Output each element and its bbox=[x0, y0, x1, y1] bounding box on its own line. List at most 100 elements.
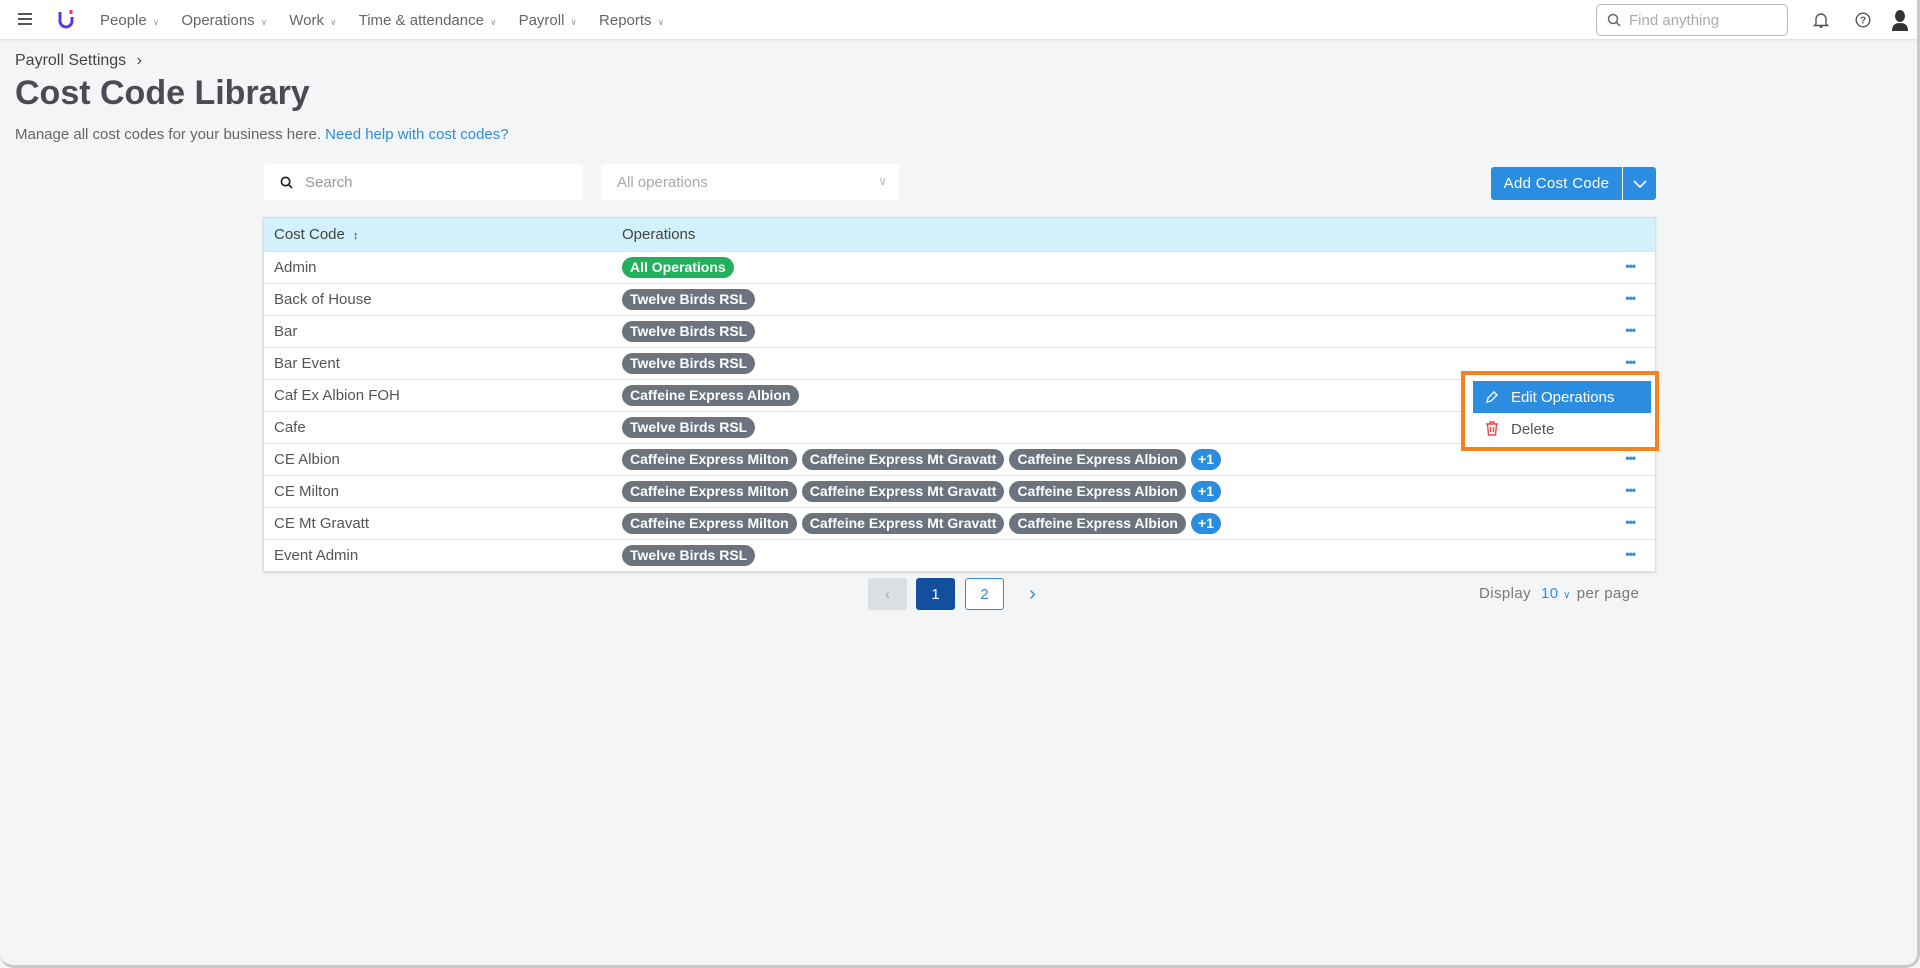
nav-menu-people[interactable]: People ∨ bbox=[100, 12, 159, 29]
per-page-select[interactable]: 10 ∨ bbox=[1541, 585, 1571, 602]
search-icon bbox=[280, 176, 293, 189]
cost-code-cell: Bar bbox=[274, 323, 298, 340]
avatar-icon[interactable] bbox=[1892, 9, 1908, 31]
nav-menu-label: Payroll bbox=[518, 11, 565, 29]
operation-badge: Caffeine Express Albion bbox=[622, 385, 799, 406]
trash-icon bbox=[1486, 421, 1498, 436]
table-row: CE Mt Gravatt Caffeine Express Milton Caff… bbox=[264, 507, 1655, 539]
main-menu: People ∨ Operations ∨ Work ∨ Time & attendance… bbox=[100, 0, 664, 40]
svg-text:?: ? bbox=[1860, 16, 1866, 27]
sort-icon[interactable]: ↕ bbox=[353, 230, 359, 242]
more-operations-badge[interactable]: +1 bbox=[1190, 449, 1221, 470]
cost-code-cell: Event Admin bbox=[274, 547, 359, 564]
cost-code-cell: CE Milton bbox=[274, 483, 340, 500]
row-context-menu: Edit Operations Delete bbox=[1461, 371, 1659, 451]
operation-badge: Caffeine Express Mt Gravatt bbox=[801, 481, 1005, 502]
display-label: Display bbox=[1479, 585, 1531, 602]
table-row: Bar Twelve Birds RSL ••• bbox=[264, 315, 1655, 347]
chevron-right-icon: › bbox=[136, 52, 142, 69]
page-description: Manage all cost codes for your business … bbox=[15, 126, 509, 143]
nav-menu-time-attendance[interactable]: Time & attendance ∨ bbox=[359, 12, 497, 29]
per-page-suffix: per page bbox=[1576, 585, 1640, 602]
operation-badge: Caffeine Express Milton bbox=[622, 481, 797, 502]
page-2-button[interactable]: 2 bbox=[965, 578, 1004, 610]
prev-page-button[interactable]: ‹ bbox=[868, 578, 907, 610]
chevron-down-icon: ∨ bbox=[260, 16, 268, 27]
cost-code-cell: Cafe bbox=[274, 419, 306, 436]
nav-menu-payroll[interactable]: Payroll ∨ bbox=[519, 12, 577, 29]
operations-cell: Twelve Birds RSL bbox=[622, 289, 1655, 310]
breadcrumb-payroll-settings[interactable]: Payroll Settings bbox=[15, 52, 127, 69]
help-icon[interactable]: ? bbox=[1855, 12, 1871, 28]
help-link[interactable]: Need help with cost codes? bbox=[325, 126, 509, 143]
nav-menu-operations[interactable]: Operations ∨ bbox=[181, 12, 267, 29]
edit-operations-menu-item[interactable]: Edit Operations bbox=[1473, 381, 1651, 413]
operation-badge: Caffeine Express Milton bbox=[622, 449, 797, 470]
bell-icon[interactable] bbox=[1813, 12, 1829, 29]
operation-badge: Caffeine Express Mt Gravatt bbox=[801, 449, 1005, 470]
search-placeholder: Search bbox=[305, 173, 353, 191]
operation-badge: All Operations bbox=[622, 257, 734, 278]
chevron-down-icon: ∨ bbox=[570, 16, 578, 27]
page-title: Cost Code Library bbox=[15, 74, 310, 112]
table-row: Caf Ex Albion FOH Caffeine Express Albion… bbox=[264, 379, 1655, 411]
operations-cell: Twelve Birds RSL bbox=[622, 321, 1655, 342]
chevron-down-icon bbox=[1632, 179, 1647, 188]
hamburger-icon[interactable] bbox=[18, 13, 32, 25]
top-nav: People ∨ Operations ∨ Work ∨ Time & attendance… bbox=[0, 0, 1920, 40]
delete-menu-item[interactable]: Delete bbox=[1473, 413, 1651, 445]
next-page-button[interactable]: › bbox=[1029, 582, 1036, 605]
cost-code-cell: Bar Event bbox=[274, 355, 340, 372]
nav-menu-label: Work bbox=[289, 11, 325, 29]
chevron-down-icon: ∨ bbox=[878, 174, 887, 188]
cost-code-cell: Caf Ex Albion FOH bbox=[274, 387, 400, 404]
operations-cell: Caffeine Express Milton Caffeine Express … bbox=[622, 513, 1655, 534]
breadcrumb[interactable]: Payroll Settings › bbox=[15, 52, 142, 70]
chevron-down-icon: ∨ bbox=[330, 16, 337, 27]
nav-menu-label: People bbox=[100, 11, 147, 29]
operations-cell: Caffeine Express Milton Caffeine Express … bbox=[622, 449, 1655, 470]
row-actions-icon[interactable]: ••• bbox=[1625, 547, 1636, 561]
per-page-control: Display 10 ∨ per page bbox=[1479, 585, 1639, 602]
row-actions-icon[interactable]: ••• bbox=[1625, 355, 1636, 369]
more-operations-badge[interactable]: +1 bbox=[1190, 513, 1221, 534]
row-actions-icon[interactable]: ••• bbox=[1625, 323, 1636, 337]
nav-menu-label: Time & attendance bbox=[358, 11, 484, 29]
delete-label: Delete bbox=[1511, 420, 1555, 438]
column-header-cost-code[interactable]: Cost Code ↕ bbox=[264, 226, 622, 243]
chevron-down-icon: ∨ bbox=[1563, 590, 1571, 601]
operation-badge: Twelve Birds RSL bbox=[622, 417, 756, 438]
nav-menu-work[interactable]: Work ∨ bbox=[289, 12, 336, 29]
row-actions-icon[interactable]: ••• bbox=[1625, 451, 1636, 465]
row-actions-icon[interactable]: ••• bbox=[1625, 483, 1636, 497]
global-search-input[interactable]: Find anything bbox=[1596, 4, 1788, 36]
operation-badge: Caffeine Express Mt Gravatt bbox=[801, 513, 1005, 534]
more-operations-badge[interactable]: +1 bbox=[1190, 481, 1221, 502]
add-cost-code-button[interactable]: Add Cost Code bbox=[1491, 167, 1622, 200]
table-row: Event Admin Twelve Birds RSL ••• bbox=[264, 539, 1655, 571]
header-label: Cost Code bbox=[274, 226, 345, 243]
global-search-placeholder: Find anything bbox=[1629, 11, 1720, 29]
nav-menu-label: Reports bbox=[599, 11, 652, 29]
cost-code-cell: CE Albion bbox=[274, 451, 340, 468]
operations-cell: Twelve Birds RSL bbox=[622, 545, 1655, 566]
row-actions-icon[interactable]: ••• bbox=[1625, 515, 1636, 529]
table-row: CE Albion Caffeine Express Milton Caffeine… bbox=[264, 443, 1655, 475]
nav-menu-reports[interactable]: Reports ∨ bbox=[599, 12, 664, 29]
cost-code-cell: Back of House bbox=[274, 291, 372, 308]
cost-code-cell: Admin bbox=[274, 259, 317, 276]
operations-cell: Twelve Birds RSL bbox=[622, 353, 1655, 374]
search-input[interactable]: Search bbox=[264, 164, 583, 200]
operations-filter-select[interactable]: All operations ∨ bbox=[601, 164, 899, 200]
row-actions-icon[interactable]: ••• bbox=[1625, 259, 1636, 273]
add-cost-code-dropdown-button[interactable] bbox=[1623, 167, 1656, 200]
pencil-icon bbox=[1486, 391, 1498, 403]
page-1-button[interactable]: 1 bbox=[916, 578, 955, 610]
operation-badge: Twelve Birds RSL bbox=[622, 545, 756, 566]
edit-operations-label: Edit Operations bbox=[1511, 388, 1615, 406]
operation-badge: Twelve Birds RSL bbox=[622, 353, 756, 374]
row-actions-icon[interactable]: ••• bbox=[1625, 291, 1636, 305]
logo[interactable] bbox=[58, 9, 74, 29]
chevron-down-icon: ∨ bbox=[152, 16, 160, 27]
operation-badge: Caffeine Express Milton bbox=[622, 513, 797, 534]
